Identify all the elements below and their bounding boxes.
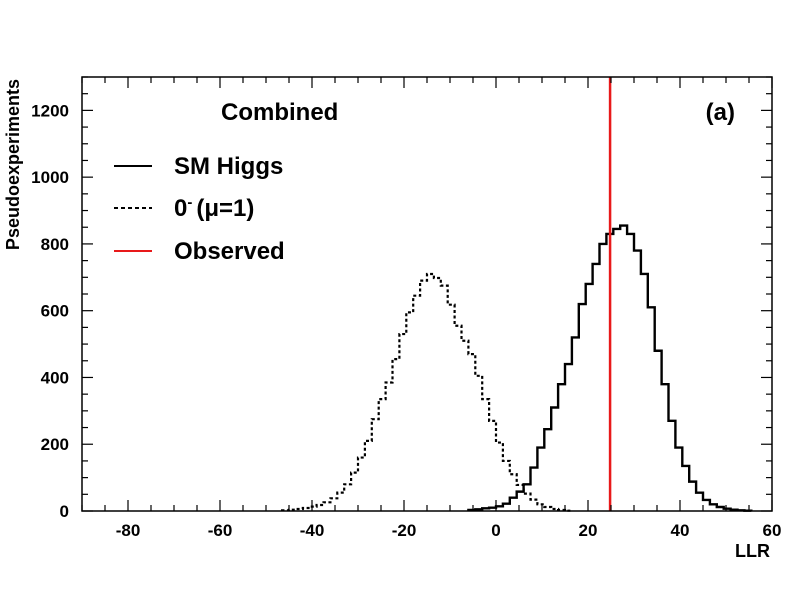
y-tick-label: 0 — [60, 502, 69, 521]
y-axis-tick-labels: 0 200 400 600 800 1000 1200 — [31, 101, 69, 521]
y-axis-title: Pseudoexperiments — [3, 79, 23, 250]
chart-legend: SM Higgs 0- (μ=1) Observed — [114, 153, 285, 265]
y-tick-label: 200 — [41, 435, 69, 454]
x-tick-label: 0 — [491, 521, 500, 540]
y-tick-label: 400 — [41, 368, 69, 387]
y-tick-label: 1200 — [31, 101, 69, 120]
x-tick-label: 20 — [579, 521, 598, 540]
x-axis-title: LLR — [735, 541, 770, 561]
legend-label-sm-higgs: SM Higgs — [174, 153, 283, 180]
x-tick-label: -60 — [208, 521, 233, 540]
y-axis-ticks — [82, 76, 772, 512]
x-tick-label: -20 — [392, 521, 417, 540]
x-tick-label: -80 — [116, 521, 141, 540]
y-tick-label: 800 — [41, 235, 69, 254]
legend-label-observed: Observed — [174, 238, 285, 265]
x-tick-label: 40 — [671, 521, 690, 540]
y-tick-label: 1000 — [31, 168, 69, 187]
alt-hypothesis-histogram-outline — [281, 272, 573, 512]
alt-hypothesis-histogram — [281, 272, 573, 512]
x-tick-label: 60 — [763, 521, 782, 540]
panel-label: (a) — [706, 99, 735, 126]
legend-label-alt-hypothesis: 0- (μ=1) — [174, 194, 254, 222]
y-tick-label: 600 — [41, 302, 69, 321]
chart-title: Combined — [221, 99, 338, 126]
x-tick-label: -40 — [300, 521, 325, 540]
x-axis-tick-labels: -80 -60 -40 -20 0 20 40 60 — [116, 521, 782, 540]
x-axis-ticks — [81, 77, 773, 511]
